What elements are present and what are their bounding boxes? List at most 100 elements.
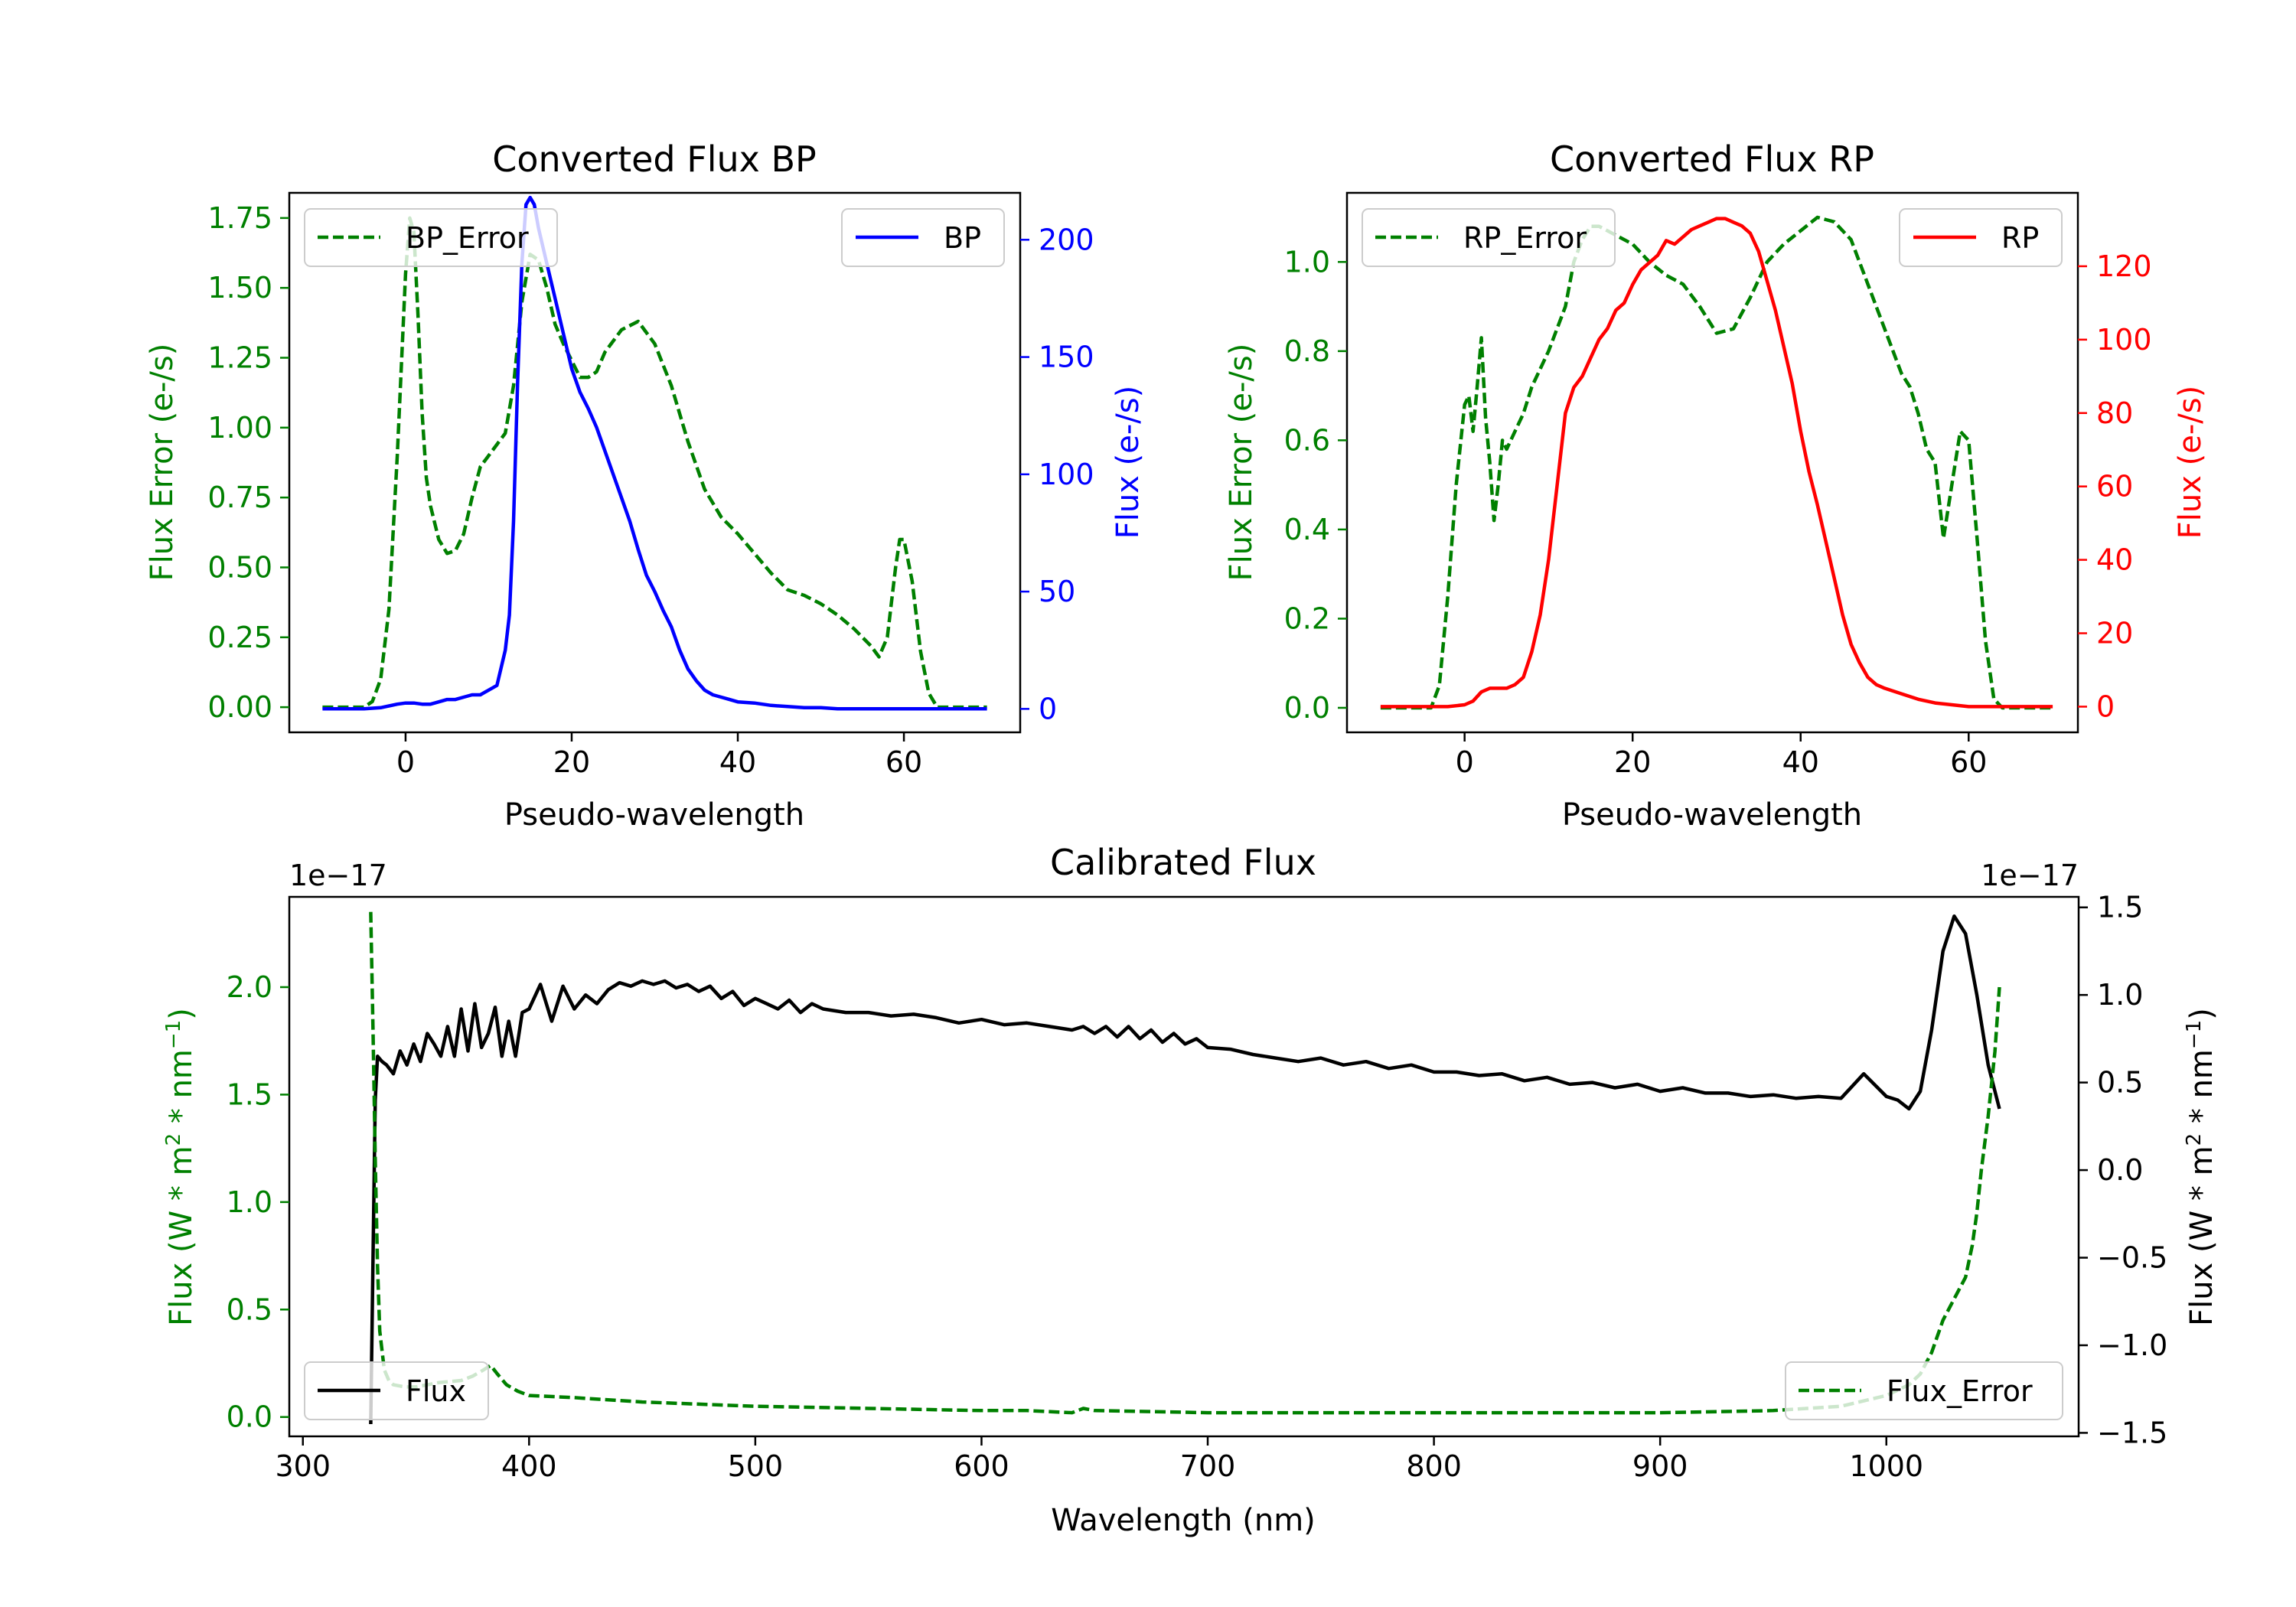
cal-series-flux-error: [369, 911, 2001, 1415]
cal-left-y-tick-label: 1.5: [227, 1077, 272, 1111]
rp-series-rp-error: [1380, 215, 2053, 710]
cal-x-tick-label: 600: [954, 1449, 1009, 1483]
rp-series-layer: [1380, 215, 2053, 710]
cal-x-tick-label: 300: [275, 1449, 331, 1483]
bp-right-y-tick-label: 50: [1039, 575, 1075, 608]
cal-x-tick-label: 700: [1180, 1449, 1236, 1483]
rp-right-y-tick-label: 120: [2096, 249, 2152, 283]
cal-right-y-tick-label: 0.5: [2097, 1066, 2143, 1100]
bp-x-tick-label: 20: [553, 745, 590, 779]
bp-right-y-tick-label: 200: [1039, 223, 1094, 256]
cal-right-y-tick-label: 1.5: [2097, 891, 2143, 924]
rp-plot-frame: [1345, 191, 2079, 734]
cal-legend-flux-box: [304, 1361, 489, 1420]
rp-right-y-tick-label: 100: [2096, 323, 2152, 357]
bp-right-y-tick-label: 100: [1039, 458, 1094, 491]
cal-x-tick-label: 500: [728, 1449, 784, 1483]
bp-legend-flux-label: BP: [944, 221, 981, 255]
bp-left-y-ticks: 0.00 0.25 0.50 0.75 1.00 1.25 1.50 1.75: [207, 201, 289, 724]
rp-legend-flux-label: RP: [2001, 221, 2039, 255]
rp-right-y-tick-label: 20: [2096, 617, 2133, 650]
cal-left-offset-text: 1e−17: [289, 859, 387, 892]
rp-x-tick-label: 0: [1456, 745, 1474, 779]
rp-x-tick-label: 40: [1782, 745, 1819, 779]
bp-x-tick-label: 40: [719, 745, 756, 779]
rp-legend-error: RP_Error: [1362, 208, 1616, 267]
bp-legend-flux-box: [841, 208, 1005, 267]
bp-x-ticks: 0 20 40 60: [396, 732, 922, 779]
rp-right-y-tick-label: 60: [2096, 470, 2133, 504]
bp-right-y-tick-label: 150: [1039, 341, 1094, 374]
cal-right-y-tick-label: −0.5: [2097, 1241, 2167, 1275]
bp-right-y-tick-label: 0: [1039, 692, 1057, 725]
rp-x-axis-label: Pseudo-wavelength: [1562, 797, 1862, 833]
cal-x-tick-label: 400: [501, 1449, 557, 1483]
cal-left-y-ticks: 0.0 0.5 1.0 1.5 2.0: [227, 970, 289, 1434]
cal-x-ticks: 300 400 500 600 700 800 900 1000: [275, 1436, 1923, 1483]
rp-legend-error-box: [1362, 208, 1616, 267]
bp-right-y-ticks: 0 50 100 150 200: [1020, 223, 1094, 725]
bp-x-axis-label: Pseudo-wavelength: [504, 797, 804, 833]
rp-right-y-axis-label: Flux (e-/s): [2173, 386, 2208, 539]
cal-plot-frame: [288, 895, 2080, 1438]
rp-legend-flux: RP: [1899, 208, 2063, 267]
rp-right-y-tick-label: 0: [2096, 689, 2115, 723]
cal-right-y-axis-label: Flux (W * m2 * nm−1): [2183, 1008, 2219, 1326]
bp-left-y-tick-label: 0.00: [207, 690, 272, 724]
rp-left-y-tick-label: 0.8: [1284, 334, 1330, 368]
cal-x-tick-label: 1000: [1849, 1449, 1923, 1483]
cal-chart-title: Calibrated Flux: [1050, 842, 1316, 883]
rp-left-y-ticks: 0.0 0.2 0.4 0.6 0.8 1.0: [1284, 245, 1347, 725]
rp-legend-flux-box: [1899, 208, 2063, 267]
panel-converted-flux-rp: 0 20 40 60 0.0 0.2 0.4 0.6 0.8 1.0 0 20 40 60 80 100 1…: [1224, 139, 2208, 833]
panel-calibrated-flux: 300 400 500 600 700 800 900 1000 0.0 0.5 1.0 1.5 2.…: [162, 842, 2219, 1538]
bp-left-y-tick-label: 1.00: [207, 411, 272, 445]
bp-left-y-tick-label: 1.50: [207, 271, 272, 305]
bp-series-bp-error: [322, 216, 987, 709]
rp-x-tick-label: 60: [1950, 745, 1987, 779]
cal-right-y-tick-label: −1.0: [2097, 1328, 2167, 1362]
cal-legend-flux: Flux: [304, 1361, 489, 1420]
bp-plot-frame: [288, 191, 1022, 734]
bp-legend-error-label: BP_Error: [406, 221, 529, 255]
cal-x-tick-label: 900: [1632, 1449, 1688, 1483]
cal-legend-error: Flux_Error: [1785, 1361, 2063, 1420]
rp-x-tick-label: 20: [1614, 745, 1651, 779]
cal-legend-flux-label: Flux: [406, 1374, 466, 1408]
cal-series-flux: [369, 914, 2001, 1425]
rp-left-y-tick-label: 0.6: [1284, 423, 1330, 457]
bp-left-y-tick-label: 1.25: [207, 341, 272, 375]
cal-legend-error-box: [1785, 1361, 2063, 1420]
bp-legend-error-box: [304, 208, 558, 267]
bp-left-y-tick-label: 1.75: [207, 201, 272, 235]
rp-x-ticks: 0 20 40 60: [1456, 732, 1987, 779]
cal-right-y-tick-label: 0.0: [2097, 1153, 2143, 1187]
bp-left-y-tick-label: 0.75: [207, 481, 272, 514]
cal-x-axis-label: Wavelength (nm): [1051, 1503, 1316, 1538]
cal-x-tick-label: 800: [1406, 1449, 1462, 1483]
cal-series-layer: [369, 911, 2001, 1425]
cal-left-y-tick-label: 2.0: [227, 970, 272, 1004]
rp-left-y-axis-label: Flux Error (e-/s): [1224, 344, 1259, 582]
rp-legend-error-label: RP_Error: [1463, 221, 1587, 255]
bp-series-layer: [322, 195, 987, 711]
rp-right-y-tick-label: 40: [2096, 543, 2133, 577]
cal-left-y-tick-label: 0.5: [227, 1292, 272, 1326]
panel-converted-flux-bp: 0 20 40 60 0.00 0.25 0.50 0.75 1.00 1.25 1.50 1.75…: [145, 139, 1146, 833]
rp-left-y-tick-label: 0.2: [1284, 601, 1330, 635]
bp-left-y-tick-label: 0.25: [207, 621, 272, 654]
cal-left-y-tick-label: 1.0: [227, 1185, 272, 1219]
cal-right-y-tick-label: 1.0: [2097, 978, 2143, 1012]
rp-series-rp: [1380, 217, 2053, 709]
cal-legend-error-label: Flux_Error: [1887, 1374, 2033, 1408]
bp-legend-flux: BP: [841, 208, 1005, 267]
bp-series-bp: [322, 195, 987, 711]
cal-right-y-ticks: −1.5 −1.0 −0.5 0.0 0.5 1.0 1.5: [2079, 891, 2167, 1449]
cal-right-offset-text: 1e−17: [1981, 859, 2079, 892]
rp-left-y-tick-label: 0.0: [1284, 691, 1330, 725]
rp-chart-title: Converted Flux RP: [1550, 139, 1874, 180]
rp-left-y-tick-label: 1.0: [1284, 245, 1330, 279]
rp-right-y-tick-label: 80: [2096, 396, 2133, 430]
bp-x-tick-label: 60: [885, 745, 922, 779]
